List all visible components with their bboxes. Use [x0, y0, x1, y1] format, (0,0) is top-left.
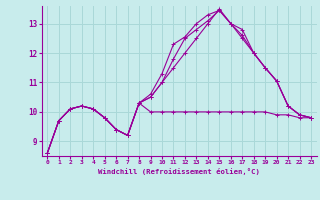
- X-axis label: Windchill (Refroidissement éolien,°C): Windchill (Refroidissement éolien,°C): [98, 168, 260, 175]
